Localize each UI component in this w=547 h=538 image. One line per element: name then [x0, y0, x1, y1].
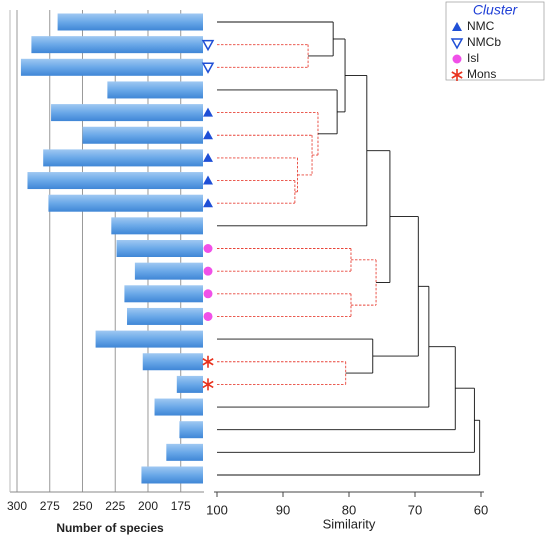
cluster-marker: [203, 130, 213, 140]
x-tick-label: 200: [138, 499, 158, 513]
bar: [95, 330, 203, 348]
bar: [51, 104, 204, 122]
bar: [141, 466, 203, 484]
x-tick-label: 275: [40, 499, 60, 513]
legend-marker: [450, 38, 464, 50]
bar: [107, 81, 203, 99]
legend-marker: [452, 54, 462, 64]
bar: [179, 421, 203, 439]
cluster-marker: [203, 152, 213, 162]
bar: [134, 262, 203, 280]
cluster-marker: [203, 289, 213, 299]
bar: [43, 149, 204, 167]
cluster-marker: [203, 175, 213, 185]
cluster-marker: [202, 378, 214, 391]
bar: [82, 126, 203, 144]
similarity-tick-label: 70: [408, 502, 422, 517]
bar: [31, 36, 204, 54]
bar: [48, 194, 204, 212]
bar: [57, 13, 203, 31]
cluster-marker: [202, 355, 214, 368]
bar: [127, 307, 203, 325]
bar: [166, 443, 203, 461]
bar: [176, 375, 203, 393]
cluster-marker: [201, 39, 215, 52]
legend-box: [445, 1, 545, 81]
x-tick-label: 225: [105, 499, 125, 513]
legend-title: Cluster: [473, 2, 519, 18]
x-axis-label: Number of species: [56, 521, 164, 535]
similarity-axis-label: Similarity: [323, 516, 376, 531]
legend-marker: [452, 22, 462, 31]
bar: [124, 285, 203, 303]
similarity-tick-label: 90: [276, 502, 290, 517]
cluster-marker: [203, 107, 213, 117]
similarity-tick-label: 100: [206, 502, 228, 517]
legend-marker: [451, 69, 463, 81]
cluster-marker: [203, 244, 213, 253]
bar: [20, 58, 203, 76]
similarity-tick-label: 80: [342, 502, 356, 517]
legend-label: NMC: [467, 19, 495, 33]
legend-label: Mons: [467, 67, 496, 81]
legend-label: NMCb: [467, 35, 501, 49]
bar: [27, 172, 204, 190]
similarity-tick-label: 60: [474, 502, 488, 517]
bar: [142, 353, 203, 371]
bar: [116, 240, 203, 257]
x-tick-label: 250: [72, 499, 92, 513]
x-tick-label: 175: [171, 499, 191, 513]
x-tick-label: 300: [7, 499, 27, 513]
cluster-marker: [203, 266, 213, 276]
cluster-marker: [201, 62, 215, 74]
cluster-marker: [203, 311, 213, 321]
bar: [111, 217, 203, 235]
legend-label: Isl: [467, 51, 479, 65]
bar: [154, 398, 203, 416]
cluster-marker: [203, 198, 213, 208]
